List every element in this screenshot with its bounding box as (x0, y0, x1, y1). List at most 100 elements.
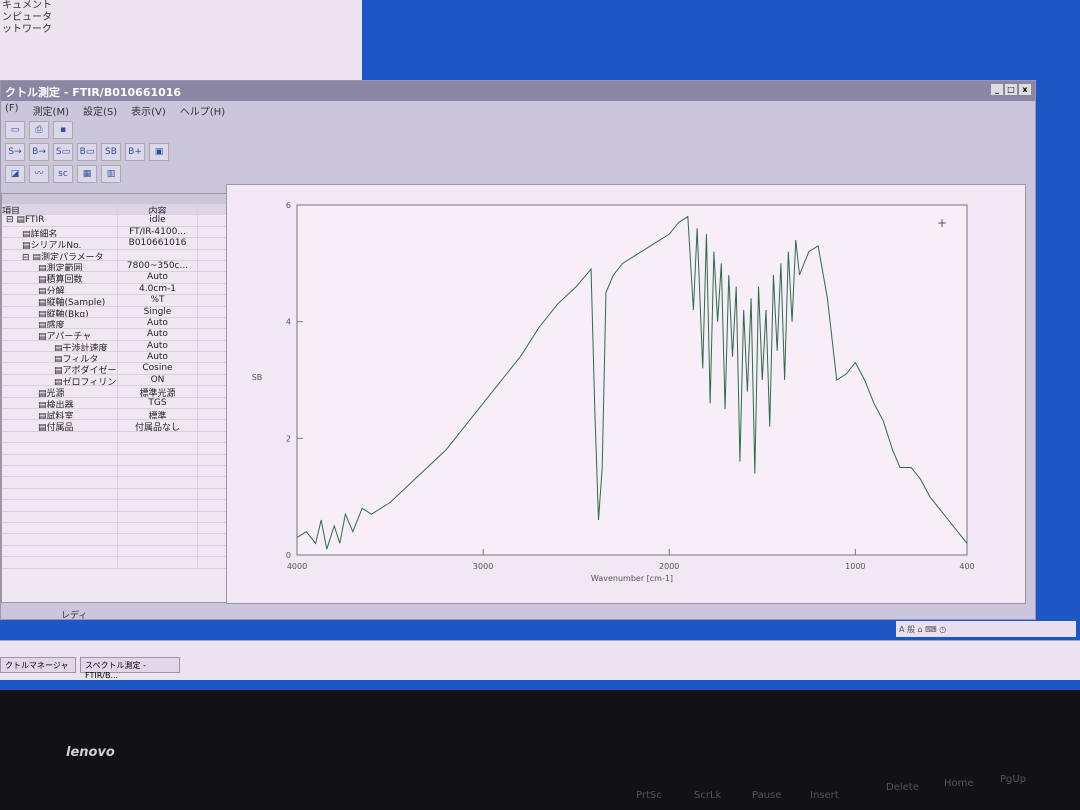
panel-row[interactable]: ▤縦軸(Bkg) Single (2, 306, 270, 318)
row-label: ▤詳細名 (2, 227, 117, 237)
panel-row[interactable]: ▤光源 標準光源 (2, 386, 270, 398)
panel-row[interactable]: ⊟ ▤FTIR idle (2, 215, 270, 227)
doc-icon: ▤ (38, 275, 47, 283)
row-value (117, 249, 197, 260)
row-label-text: 感度 (46, 320, 65, 329)
sample-bkg-icon[interactable]: SB (101, 143, 121, 161)
menu-view[interactable]: 表示(V) (131, 107, 166, 118)
save-icon[interactable]: ▪ (53, 121, 73, 139)
row-label: ▤ゼロフィリング (2, 375, 117, 385)
x-tick-label: 1000 (845, 562, 865, 571)
y-axis-label: SB (252, 373, 263, 382)
panel-row[interactable]: ▤感度 Auto (2, 317, 270, 330)
minimize-button[interactable]: _ (991, 84, 1003, 95)
screen: キュメント ンピュータ ットワーク クトル測定 - FTIR/B01066101… (0, 0, 1080, 690)
menu-file[interactable]: (F) (5, 103, 19, 114)
bg-item[interactable]: ンピュータ (2, 12, 52, 23)
expand-icon[interactable]: ⊟ (22, 252, 30, 260)
spectrum-icon[interactable]: 〰 (29, 165, 49, 183)
spectrum-chart[interactable]: 4000 3000 2000 1000 400 0 2 4 6 Wavenumber [cm-1]… (226, 184, 1026, 604)
panel-row[interactable]: ▤詳細名 FT/IR-4100... (2, 226, 270, 239)
row-label: ▤付属品 (2, 420, 117, 430)
taskbar-item-spectrum-manager[interactable]: クトルマネージャ (0, 657, 76, 673)
row-value: Auto (117, 352, 197, 363)
row-label-text: フィルタ (62, 355, 99, 363)
panel-row[interactable]: ▤シリアルNo. B010661016 (2, 238, 270, 250)
menu-measure[interactable]: 測定(M) (32, 107, 69, 118)
sc-icon[interactable]: sc (53, 165, 73, 183)
plot-area (296, 204, 968, 556)
monitor-icon[interactable]: ▣ (149, 143, 169, 161)
panel-row[interactable]: ▤縦軸(Sample) %T (2, 295, 270, 307)
header-content[interactable]: 内容 (117, 204, 197, 215)
row-label-text: 積算回数 (46, 275, 83, 283)
panel-row[interactable]: ▤アパーチャ Auto (2, 329, 270, 341)
bg-item[interactable]: キュメント (2, 0, 52, 11)
row-label: ▤測定範囲 (2, 261, 117, 271)
ftir-icon[interactable]: ▭ (5, 121, 25, 139)
row-value: Auto (117, 340, 197, 352)
x-tick-label: 2000 (659, 562, 679, 571)
row-label: ▤シリアルNo. (2, 238, 117, 248)
panel-row[interactable]: ▤検出器 TGS (2, 397, 270, 410)
laptop-bezel: lenovo PrtSc ScrLk Pause Insert Delete H… (0, 690, 1080, 810)
row-label: ▤干渉計速度 (2, 341, 117, 351)
row-label-text: シリアルNo. (30, 241, 82, 249)
panel-row[interactable]: ▤アポダイゼー...Cosine (2, 363, 270, 375)
panel-row[interactable]: ▤測定範囲 7800~350c... (2, 260, 270, 273)
row-label-text: 測定パラメータ (40, 252, 104, 260)
grid-icon[interactable]: ▦ (77, 165, 97, 183)
panel-row[interactable]: ⊟ ▤測定パラメータ (2, 249, 270, 261)
row-value: 標準光源 (117, 386, 197, 397)
status-text: レディ (61, 611, 88, 621)
sample-icon[interactable]: S▭ (53, 143, 73, 161)
background-window[interactable]: キュメント ンピュータ ットワーク (0, 0, 362, 92)
row-label: ▤積算回数 (2, 272, 117, 282)
panel-row[interactable]: ▤付属品 付属品なし (2, 420, 270, 432)
menu-help[interactable]: ヘルプ(H) (179, 107, 226, 118)
key-home: Home (944, 778, 974, 789)
bt-icon[interactable]: B+ (125, 143, 145, 161)
row-label-text: 干渉計速度 (62, 343, 108, 352)
row-value: FT/IR-4100... (117, 226, 197, 238)
measure-sample-icon[interactable]: S→ (5, 143, 25, 161)
y-tick-label: 0 (286, 551, 291, 560)
key-insert: Insert (810, 790, 839, 801)
system-tray[interactable]: A 般 ⌂ ⌨ ◷ (896, 621, 1076, 637)
header-item[interactable]: 項目 (2, 207, 21, 215)
menu-settings[interactable]: 設定(S) (83, 107, 118, 118)
lenovo-logo: lenovo (66, 745, 115, 760)
row-value: Cosine (117, 363, 197, 374)
doc-icon: ▤ (54, 366, 63, 374)
panel-row[interactable]: ▤分解 4.0cm-1 (2, 283, 270, 296)
print-icon[interactable]: ⎙ (29, 121, 49, 139)
row-label-text: 検出器 (46, 400, 74, 409)
row-value: 7800~350c... (117, 260, 197, 272)
doc-icon: ▤ (22, 229, 31, 238)
panel-row[interactable]: ▤ゼロフィリングON (2, 374, 270, 387)
bars-icon[interactable]: ▥ (101, 165, 121, 183)
panel-row[interactable]: ▤積算回数 Auto (2, 272, 270, 284)
doc-icon: ▤ (54, 355, 63, 363)
bg-item[interactable]: ットワーク (2, 24, 52, 35)
x-axis-label: Wavenumber [cm-1] (591, 574, 673, 583)
panel-row[interactable]: ▤干渉計速度 Auto (2, 340, 270, 353)
doc-icon: ▤ (38, 389, 47, 397)
expand-icon[interactable]: ⊟ (6, 215, 14, 226)
row-label: ▤感度 (2, 318, 117, 328)
doc-icon: ▤ (38, 286, 47, 295)
maximize-button[interactable]: □ (1005, 84, 1017, 95)
row-label-text: 詳細名 (30, 229, 58, 238)
row-label: ⊟ ▤FTIR (2, 215, 117, 225)
row-label-text: 測定範囲 (46, 263, 83, 272)
title-bar[interactable]: クトル測定 - FTIR/B010661016 _ □ x (1, 81, 1035, 101)
measure-bkg-icon[interactable]: B→ (29, 143, 49, 161)
close-button[interactable]: x (1019, 84, 1031, 95)
panel-row[interactable]: ▤フィルタ Auto (2, 352, 270, 364)
taskbar-item-spectrum-measure[interactable]: スペクトル測定 - FTIR/B... (80, 657, 180, 680)
x-tick-label: 3000 (473, 562, 493, 571)
panel-row[interactable]: ▤試料室 標準 (2, 409, 270, 421)
view-icon[interactable]: ◪ (5, 165, 25, 183)
bkg-icon[interactable]: B▭ (77, 143, 97, 161)
